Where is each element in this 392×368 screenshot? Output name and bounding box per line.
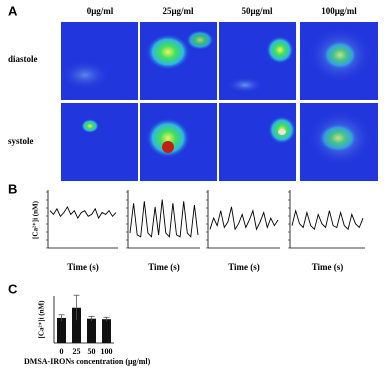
x-axis-label: Time (s) [312,262,344,272]
x-axis-label: Time (s) [67,262,99,272]
x-axis-label: Time (s) [228,262,260,272]
micrograph [61,103,138,181]
column-header: 25μg/ml [162,6,194,16]
y-axis-label: [Ca²⁺]i (nM) [38,300,46,339]
bar [57,317,66,343]
column-header: 100μg/ml [321,6,357,16]
trace [49,205,117,220]
panel-label: B [8,181,17,196]
x-tick-label: 50 [88,347,96,356]
bar [72,307,81,343]
y-axis-label: [Ca²⁺]i (nM) [32,200,40,239]
micrograph [61,22,138,100]
panel-label: C [8,281,18,296]
column-header: 0μg/ml [87,6,114,16]
trace [291,208,364,231]
trace [209,206,279,231]
x-axis-label: DMSA-IRONs concentration (μg/ml) [24,357,151,366]
x-axis-label: Time (s) [148,262,180,272]
column-header: 50μg/ml [241,6,273,16]
trace [129,199,199,238]
micrographs [60,22,378,181]
x-tick-label: 0 [60,347,64,356]
bar [102,319,111,343]
x-tick-label: 100 [101,347,113,356]
row-label: diastole [8,54,38,64]
panel-label: A [8,3,18,18]
bar [87,318,96,343]
x-tick-label: 25 [73,347,81,356]
row-label: systole [8,136,34,146]
